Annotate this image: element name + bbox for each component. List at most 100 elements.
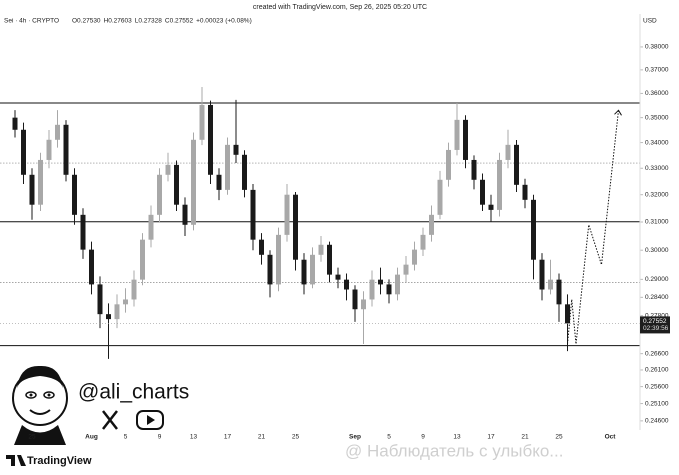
candle-body: [361, 299, 366, 310]
x-tick-label: 5: [387, 434, 391, 441]
candle-body: [378, 279, 383, 285]
watermark: created with TradingView.com, Sep 26, 20…: [253, 4, 427, 11]
x-tick-label: 25: [28, 434, 36, 441]
projection-arrow: [614, 109, 622, 116]
y-tick-label: 0.30000: [645, 247, 669, 254]
candle-body: [301, 259, 307, 285]
candle-body: [412, 249, 417, 265]
candle-body: [471, 159, 477, 180]
candle-body: [250, 189, 256, 240]
candle-body: [565, 304, 570, 324]
y-tick-label: 0.29000: [645, 276, 669, 283]
candle-body: [293, 194, 298, 260]
x-tick-label: 9: [421, 434, 425, 441]
candle-body: [386, 284, 392, 295]
candle-body: [327, 244, 332, 275]
symbol-title: Sei · 4h · CRYPTO: [4, 18, 59, 25]
candle-body: [165, 164, 171, 175]
x-tick-label: 13: [190, 434, 198, 441]
x-tick-label: 17: [224, 434, 232, 441]
candle-body: [191, 139, 196, 225]
candle-body: [463, 119, 468, 160]
ohlc-value: O0.27530: [72, 18, 101, 25]
candle-body: [420, 234, 426, 250]
candle-body: [174, 164, 179, 205]
candle-body: [12, 117, 18, 130]
candle-body: [208, 104, 213, 175]
candle-body: [352, 289, 358, 310]
candle-body: [182, 204, 188, 225]
youtube-icon[interactable]: [136, 410, 164, 430]
candle-body: [148, 214, 154, 240]
x-tick-label: Sep: [349, 434, 361, 441]
y-tick-label: 0.26600: [645, 350, 669, 357]
x-tick-label: 25: [292, 434, 300, 441]
candle-body: [344, 279, 349, 290]
candle-body: [72, 174, 77, 215]
ohlc-value: C0.27552: [165, 18, 194, 25]
x-tick-label: 9: [158, 434, 162, 441]
candle-body: [522, 184, 528, 200]
candle-body: [480, 179, 485, 205]
y-tick-label: 0.31000: [645, 219, 669, 226]
candle-body: [216, 174, 222, 190]
ohlc-value: H0.27603: [104, 18, 133, 25]
y-tick-label: 0.28400: [645, 294, 669, 301]
candle-body: [21, 129, 26, 175]
candle-body: [497, 159, 502, 210]
projection-path: [567, 110, 619, 345]
candle-body: [55, 124, 60, 140]
x-tick-label: 5: [124, 434, 128, 441]
candle-body: [63, 124, 69, 175]
candle-body: [114, 304, 120, 320]
candle-body: [335, 274, 341, 280]
price-box-value: 0.27552: [643, 318, 667, 325]
x-tick-label: 25: [555, 434, 563, 441]
candle-body: [199, 104, 205, 140]
x-tick-label: 17: [487, 434, 495, 441]
x-icon[interactable]: [102, 410, 118, 430]
y-tick-label: 0.35000: [645, 114, 669, 121]
y-tick-label: 0.33000: [645, 165, 669, 172]
candle-body: [140, 239, 145, 280]
overlay-watermark: @ Наблюдатель с улыбко...: [345, 441, 563, 460]
candle-body: [488, 204, 494, 210]
y-tick-label: 0.25600: [645, 383, 669, 390]
currency: USD: [643, 18, 657, 25]
candle-body: [89, 249, 94, 285]
y-tick-label: 0.27800: [645, 312, 669, 319]
candle-body: [403, 264, 409, 275]
y-tick-label: 0.37000: [645, 67, 669, 74]
brand-name: TradingView: [27, 455, 92, 467]
candle-body: [395, 274, 400, 295]
y-tick-label: 0.34000: [645, 139, 669, 146]
candle-body: [429, 214, 434, 235]
ohlc-value: +0.00023 (+0.08%): [196, 18, 252, 25]
candle-body: [556, 279, 562, 305]
y-tick-label: 0.26100: [645, 367, 669, 374]
candle-body: [539, 259, 545, 290]
candle-body: [97, 284, 103, 315]
x-tick-label: Aug: [85, 434, 98, 441]
ohlc-value: L0.27328: [135, 18, 162, 25]
candle-body: [46, 139, 52, 160]
candle-body: [310, 254, 315, 285]
candle-body: [259, 239, 264, 255]
candle-body: [29, 174, 35, 205]
candle-body: [446, 149, 451, 180]
candle-body: [123, 299, 128, 305]
candle-body: [233, 144, 239, 155]
candle-body: [318, 244, 324, 255]
brand-logo[interactable]: TradingView: [6, 455, 92, 467]
candle-body: [505, 144, 511, 160]
candle-body: [267, 254, 273, 285]
candle-body: [437, 179, 443, 215]
candle-body: [454, 119, 460, 150]
avatar: [12, 365, 68, 445]
candle-body: [242, 154, 247, 190]
candle-body: [106, 314, 111, 320]
candle-body: [531, 199, 536, 260]
candle-body: [157, 174, 162, 215]
